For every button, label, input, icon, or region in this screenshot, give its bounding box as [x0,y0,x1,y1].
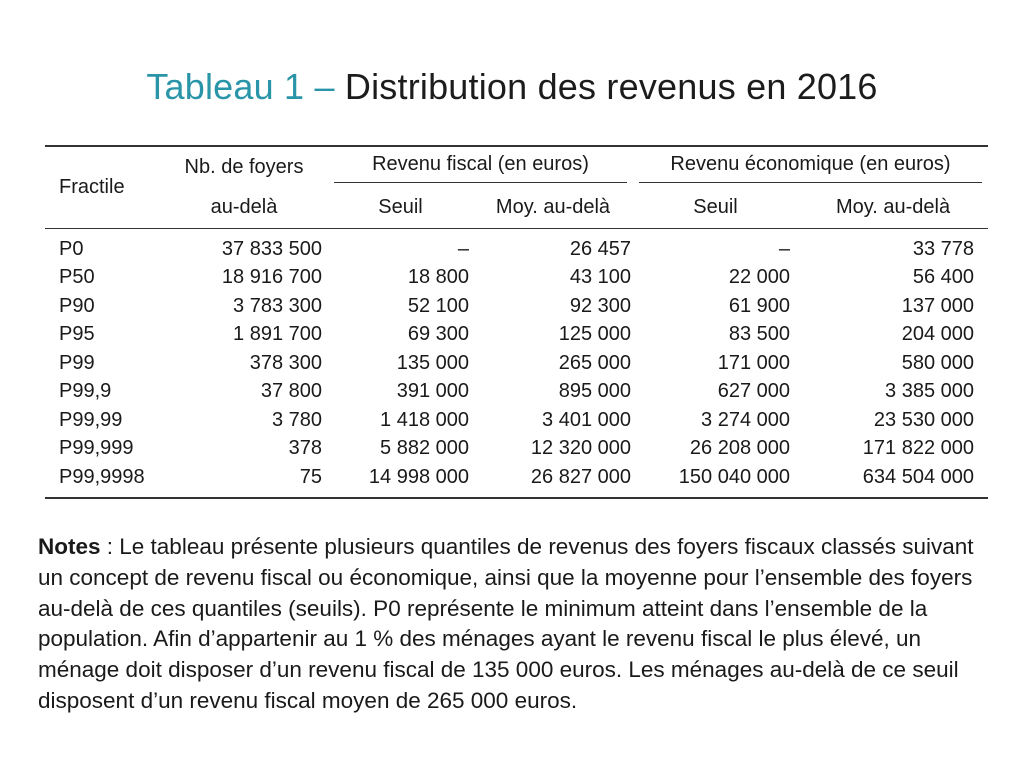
cell-nb-foyers: 37 800 [260,380,322,402]
header-nb-foyers-line1: Nb. de foyers [160,145,328,188]
cell-fiscal-moy: 12 320 000 [530,437,631,459]
cell-fractile: P90 [59,294,95,317]
cell-eco-seuil: – [778,237,790,260]
cell-eco-seuil: 150 040 000 [633,462,798,499]
cell-fiscal-seuil: 18 800 [407,266,469,288]
table-row: P99 378 300 135 000 265 000 171 000 580 … [45,349,988,378]
header-fiscal-moy: Moy. au-delà [473,188,633,229]
cell-eco-seuil: 627 000 [717,380,790,402]
cell-fractile: P99,9998 [45,462,160,499]
table-row: P99,999 378 5 882 000 12 320 000 26 208 … [45,434,988,463]
cell-fractile: P99,99 [59,408,123,431]
cell-eco-moy: 3 385 000 [885,380,975,402]
header-fiscal-seuil: Seuil [328,188,473,229]
cell-fractile: P50 [59,266,95,288]
cell-eco-seuil: 61 900 [728,294,790,317]
cell-fiscal-moy: 92 300 [569,294,631,317]
header-revenu-economique-group: Revenu économique (en euros) [633,145,989,188]
cell-eco-seuil: 3 274 000 [701,408,790,431]
cell-fractile: P0 [59,237,84,260]
cell-eco-moy: 204 000 [901,323,975,345]
cell-nb-foyers: 378 [288,437,322,459]
header-nb-foyers-line2: au-delà [160,188,328,229]
table-row: P99,99 3 780 1 418 000 3 401 000 3 274 0… [45,406,988,435]
table-notes: Notes : Le tableau présente plusieurs qu… [38,532,988,717]
table-row: P99,9998 75 14 998 000 26 827 000 150 04… [45,462,989,499]
cell-eco-seuil: 26 208 000 [689,437,790,459]
cell-fiscal-moy: 3 401 000 [542,408,631,431]
cell-fiscal-moy: 265 000 [558,351,631,374]
cell-eco-moy: 634 504 000 [798,462,989,499]
cell-eco-moy: 171 822 000 [862,437,975,459]
cell-fiscal-seuil: 5 882 000 [380,437,469,459]
table-row: P90 3 783 300 52 100 92 300 61 900 137 0… [45,292,988,321]
cell-fiscal-seuil: 14 998 000 [328,462,473,499]
cell-fiscal-seuil: 69 300 [407,323,469,345]
cell-eco-seuil: 83 500 [728,323,790,345]
cell-fiscal-moy: 125 000 [558,323,631,345]
cell-fiscal-seuil: – [457,237,469,260]
cell-fractile: P95 [59,323,95,345]
cell-eco-seuil: 22 000 [728,266,790,288]
header-eco-seuil: Seuil [633,188,798,229]
cell-fiscal-seuil: 1 418 000 [380,408,469,431]
cell-fiscal-seuil: 391 000 [396,380,469,402]
cell-nb-foyers: 3 783 300 [233,294,322,317]
cell-fiscal-moy: 26 827 000 [473,462,633,499]
table-title: Tableau 1 – Distribution des revenus en … [0,66,1024,108]
cell-fiscal-moy: 26 457 [569,237,631,260]
cell-nb-foyers: 3 780 [271,408,322,431]
table-row: P0 37 833 500 – 26 457 – 33 778 [45,228,988,263]
cell-nb-foyers: 18 916 700 [221,266,322,288]
header-revenu-fiscal-label: Revenu fiscal (en euros) [372,152,589,175]
header-eco-moy: Moy. au-delà [798,188,989,229]
group-underline [334,181,627,183]
header-revenu-fiscal-group: Revenu fiscal (en euros) [328,145,633,188]
cell-nb-foyers: 75 [160,462,328,499]
table-title-prefix: Tableau 1 – [146,66,335,107]
cell-fiscal-moy: 43 100 [569,266,631,288]
cell-eco-moy: 23 530 000 [873,408,975,431]
cell-nb-foyers: 378 300 [249,351,322,374]
header-fractile: Fractile [45,145,160,229]
cell-nb-foyers: 37 833 500 [221,237,322,260]
income-distribution-table: Fractile Nb. de foyers Revenu fiscal (en… [45,145,989,499]
table-row: P95 1 891 700 69 300 125 000 83 500 204 … [45,320,988,349]
cell-eco-moy: 33 778 [912,237,975,260]
table-row: P50 18 916 700 18 800 43 100 22 000 56 4… [45,263,988,292]
cell-fiscal-moy: 895 000 [558,380,631,402]
notes-label: Notes [38,534,101,559]
group-underline [639,181,983,183]
cell-eco-moy: 137 000 [901,294,975,317]
cell-fractile: P99,9 [59,380,112,402]
table-title-main: Distribution des revenus en 2016 [344,66,878,107]
cell-eco-moy: 56 400 [912,266,975,288]
cell-eco-moy: 580 000 [901,351,975,374]
notes-text: : Le tableau présente plusieurs quantile… [38,534,974,713]
table-row: P99,9 37 800 391 000 895 000 627 000 3 3… [45,377,988,406]
header-revenu-economique-label: Revenu économique (en euros) [670,152,951,175]
cell-fractile: P99 [59,351,95,374]
cell-eco-seuil: 171 000 [717,351,790,374]
cell-fiscal-seuil: 52 100 [407,294,469,317]
cell-fractile: P99,999 [59,437,134,459]
cell-nb-foyers: 1 891 700 [233,323,322,345]
cell-fiscal-seuil: 135 000 [396,351,469,374]
